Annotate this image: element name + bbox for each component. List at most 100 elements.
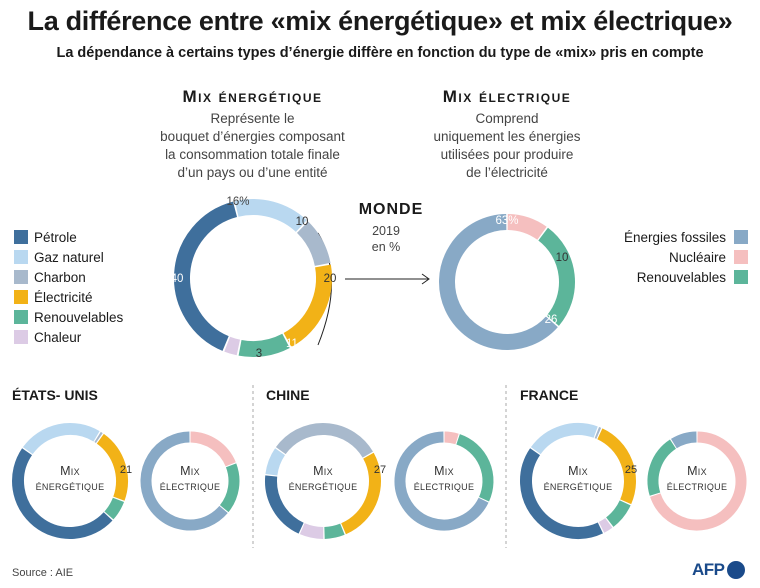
donut-segment-china-electric-énergies-fossiles xyxy=(394,431,489,531)
legend-swatch xyxy=(14,270,28,284)
electric-desc-line: de l’électricité xyxy=(466,165,548,180)
legend-item-renouvelables: Renouvelables xyxy=(14,307,123,327)
mini-labels-group: MixénergétiqueMixélectriqueMixénergétiqu… xyxy=(36,464,728,493)
donut-value-label: 10 xyxy=(556,252,569,264)
donut-segment-world-energy-électricité xyxy=(283,264,332,348)
legend-label: Charbon xyxy=(34,269,86,285)
legend-label: Nucléaire xyxy=(668,249,726,265)
donut-value-label: 40 xyxy=(171,273,184,285)
page-subtitle: La dépendance à certains types d’énergie… xyxy=(56,45,704,61)
donut-segment-world-energy-chaleur xyxy=(224,336,241,356)
legend-item-chaleur: Chaleur xyxy=(14,327,123,347)
world-label: MONDE xyxy=(358,201,424,218)
legend-item-gaz: Gaz naturel xyxy=(14,247,123,267)
legend-label: Gaz naturel xyxy=(34,249,104,265)
legend-swatch xyxy=(734,230,748,244)
energy-desc-line: Représente le xyxy=(210,111,295,126)
donut-value-label: 21 xyxy=(120,464,132,476)
donut-segment-us-energy-électricité xyxy=(96,433,128,501)
donut-value-label: 26 xyxy=(545,314,558,326)
legend-swatch xyxy=(14,250,28,264)
donut-segment-world-energy-renouvelables xyxy=(238,333,290,357)
donut-segment-us-energy-renouvelables xyxy=(104,497,125,520)
legend-label: Chaleur xyxy=(34,329,82,345)
donut-segment-world-electric-renouvelables xyxy=(538,227,575,326)
energy-mix-heading: Mix énergétique xyxy=(182,87,323,106)
donut-segment-us-electric-nucléaire xyxy=(190,431,236,467)
donut-value-label: 3 xyxy=(256,348,262,360)
donut-segment-world-electric-énergies-fossiles xyxy=(439,214,558,350)
mini-donut-center-label: Mix xyxy=(687,464,707,478)
donut-segment-france-electric-nucléaire xyxy=(650,431,747,531)
country-label-france: FRANCE xyxy=(520,387,579,403)
page-title: La différence entre «mix énergétique» et… xyxy=(27,6,733,36)
legend-label: Pétrole xyxy=(34,229,77,245)
legend-item-petrole: Pétrole xyxy=(14,227,123,247)
donut-segment-china-energy-renouvelables xyxy=(324,523,345,539)
afp-logo-circle xyxy=(726,561,745,579)
donuts-group: 16% 10 20 11 3 40 10 26 63% 21 27 25 xyxy=(12,196,747,540)
electric-mix-heading: Mix électrique xyxy=(442,87,572,106)
mini-donut-center-label: Mix xyxy=(60,464,80,478)
donut-segment-china-energy-chaleur xyxy=(299,523,324,540)
donut-value-label: 20 xyxy=(324,273,337,285)
mini-donut-center-label: énergétique xyxy=(289,479,358,493)
donut-segment-france-energy-électricité xyxy=(597,428,636,505)
legend-label: Énergies fossiles xyxy=(623,229,726,245)
energy-desc-line: bouquet d’énergies composant xyxy=(160,129,345,144)
arrow-head xyxy=(421,273,430,285)
legend-item-fossiles: Énergies fossiles xyxy=(600,227,748,247)
mini-donut-center-label: électrique xyxy=(414,479,475,493)
mini-donut-center-label: électrique xyxy=(667,479,728,493)
legend-label: Électricité xyxy=(34,289,93,305)
afp-logo-text: AFP xyxy=(692,560,725,579)
energy-desc-line: la consommation totale finale xyxy=(165,147,340,162)
legend-swatch xyxy=(14,330,28,344)
donut-segment-world-energy-pétrole xyxy=(174,201,238,351)
donut-segment-world-energy-gaz-naturel xyxy=(234,199,307,233)
world-unit: en % xyxy=(371,240,401,254)
mini-donut-center-label: électrique xyxy=(160,479,221,493)
donut-segment-france-energy-renouvelables xyxy=(605,500,631,527)
legend-swatch xyxy=(14,290,28,304)
donut-segment-us-electric-renouvelables xyxy=(219,463,240,513)
donut-segment-us-energy-pétrole xyxy=(12,448,113,539)
electric-desc-line: utilisées pour produire xyxy=(440,147,574,162)
legend-label: Renouvelables xyxy=(34,309,124,325)
electric-desc-line: uniquement les énergies xyxy=(433,129,581,144)
mini-donut-center-label: énergétique xyxy=(36,479,105,493)
electric-mix-description: Comprend uniquement les énergies utilisé… xyxy=(398,110,616,182)
donut-segment-france-electric-énergies-fossiles xyxy=(670,431,697,449)
donut-segment-china-electric-renouvelables xyxy=(456,434,494,502)
donut-segment-china-energy-électricité xyxy=(340,452,381,535)
legend-swatch xyxy=(14,230,28,244)
donut-value-label: 16% xyxy=(226,196,249,208)
donut-value-label: 63% xyxy=(495,215,518,227)
legend-item-renouvelables-elec: Renouvelables xyxy=(600,267,748,287)
mini-donut-center-label: Mix xyxy=(568,464,588,478)
world-year: 2019 xyxy=(372,224,400,238)
energy-mix-description: Représente le bouquet d’énergies composa… xyxy=(130,110,375,182)
donut-value-label: 11 xyxy=(286,338,298,350)
donut-segment-france-energy-chaleur xyxy=(598,518,613,533)
donut-segment-china-energy-charbon xyxy=(275,423,373,458)
donut-value-label: 10 xyxy=(296,216,309,228)
donut-segment-us-energy-charbon xyxy=(94,431,103,444)
donut-segment-us-energy-gaz-naturel xyxy=(22,423,100,455)
legend-swatch xyxy=(734,270,748,284)
donut-segment-france-energy-charbon xyxy=(594,426,602,439)
electric-legend: Énergies fossiles Nucléaire Renouvelable… xyxy=(600,227,748,287)
legend-item-electricite: Électricité xyxy=(14,287,123,307)
afp-logo: AFP xyxy=(692,560,745,580)
mini-donut-center-label: Mix xyxy=(313,464,333,478)
donut-segment-france-electric-renouvelables xyxy=(647,439,677,496)
donut-segment-world-electric-nucléaire xyxy=(507,214,547,240)
donut-value-label: 25 xyxy=(625,464,637,476)
donut-segment-china-electric-nucléaire xyxy=(444,431,459,445)
donut-segment-world-energy-charbon xyxy=(296,221,331,267)
country-label-china: CHINE xyxy=(266,387,310,403)
legend-swatch xyxy=(14,310,28,324)
energy-desc-line: d’un pays ou d’une entité xyxy=(177,165,328,180)
mini-donut-center-label: Mix xyxy=(434,464,454,478)
energy-legend: Pétrole Gaz naturel Charbon Électricité … xyxy=(14,227,123,347)
